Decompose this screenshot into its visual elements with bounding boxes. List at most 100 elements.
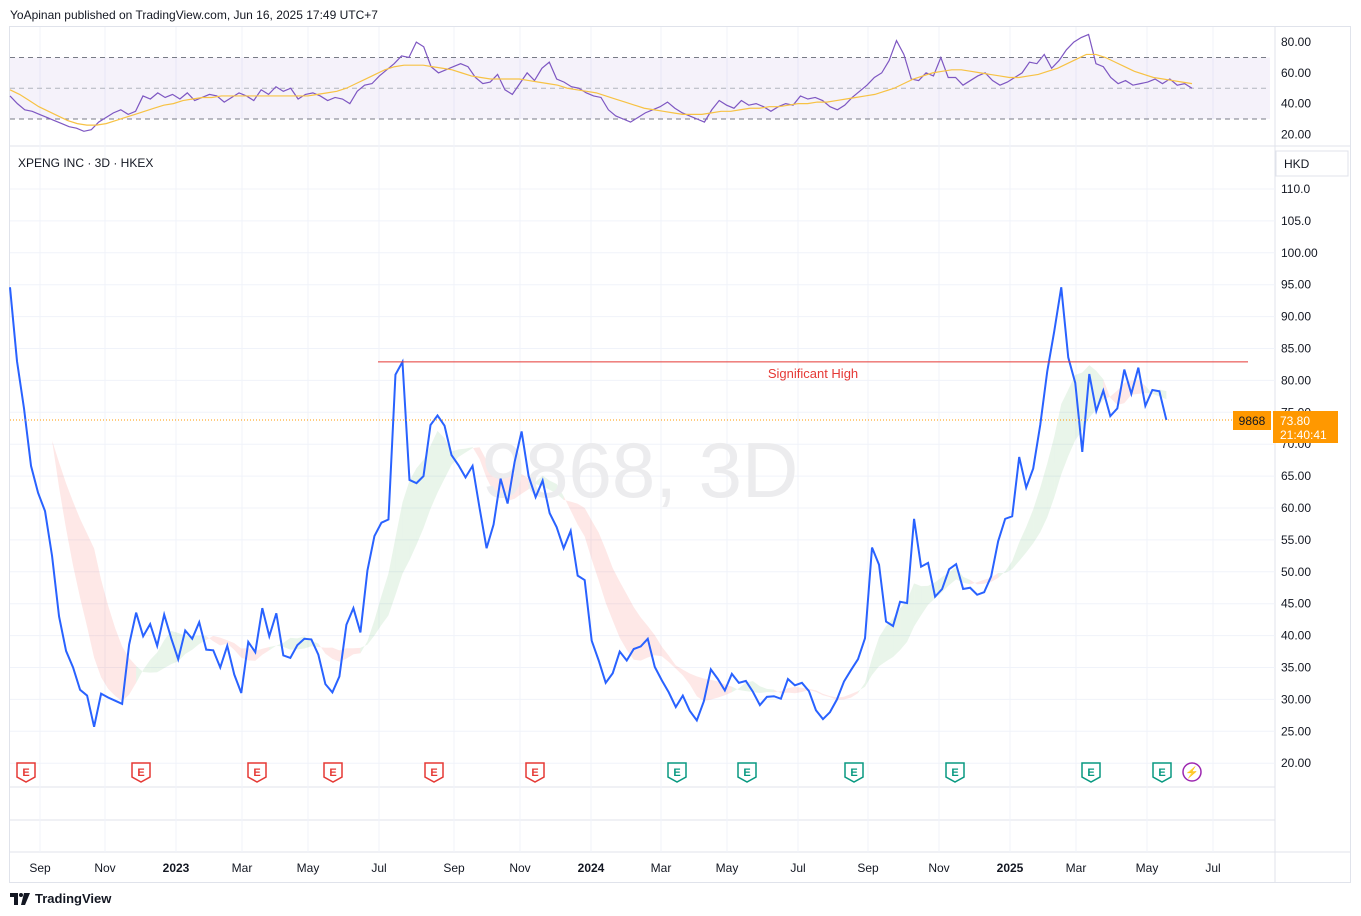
ribbon-segment [843, 694, 851, 700]
ribbon-segment [570, 501, 578, 525]
ribbon-segment [858, 682, 866, 694]
ribbon-segment [220, 637, 228, 646]
ribbon-segment [1033, 487, 1041, 544]
x-tick-label: Nov [509, 861, 530, 875]
earnings-marker-label: E [743, 767, 750, 779]
earnings-marker-label: E [430, 767, 437, 779]
ribbon-segment [1026, 509, 1034, 553]
chart-frame [9, 26, 1351, 883]
ribbon-segment [991, 572, 999, 582]
ribbon-segment [752, 681, 760, 693]
y-tick-label: 40.00 [1281, 629, 1311, 643]
ribbon-segment [584, 508, 592, 560]
ribbon-segment [1019, 527, 1027, 561]
earnings-markers[interactable]: E E E E E E E E E E E E ⚡ [16, 762, 1202, 783]
ribbon-segment [472, 447, 480, 459]
ribbon-segment [1047, 436, 1055, 518]
ribbon-segment [115, 628, 123, 702]
rsi-y-tick-label: 80.00 [1281, 35, 1311, 49]
x-tick-label: May [297, 861, 320, 875]
ribbon-segment [605, 549, 613, 621]
ribbon-segment [1075, 372, 1083, 441]
ribbon-segment [108, 605, 116, 696]
earnings-marker-icon [16, 762, 36, 783]
price-tag [1273, 411, 1338, 443]
ribbon-segment [829, 696, 837, 701]
x-tick-label: Jul [1205, 861, 1220, 875]
ribbon-segment [1012, 542, 1020, 570]
y-tick-label: 90.00 [1281, 310, 1311, 324]
ribbon-segment [157, 640, 165, 673]
ribbon-segment [332, 647, 340, 662]
ribbon-segment [598, 532, 606, 603]
ribbon-segment [381, 573, 389, 626]
y-tick-label: 55.00 [1281, 533, 1311, 547]
symbol-tag-label: 9868 [1239, 414, 1266, 428]
ribbon-segment [346, 648, 354, 659]
ribbon-segment [591, 520, 599, 581]
ribbon-segment [549, 480, 557, 494]
ribbon-segment [1096, 370, 1104, 410]
x-tick-label: 2023 [163, 861, 190, 875]
ribbon-segment [675, 665, 683, 676]
ribbon-segment [1110, 390, 1118, 406]
ribbon-segment [416, 459, 424, 545]
ribbon-segment [234, 643, 242, 658]
ribbon-segment [521, 473, 529, 494]
ribbon-segment [402, 480, 410, 574]
ribbon-segment [437, 430, 445, 493]
ribbon-segment [731, 686, 739, 693]
rsi-ma-line [9, 53, 1193, 126]
ribbon-segment [101, 579, 109, 689]
resistance: Significant High [378, 361, 1248, 381]
earnings-marker-icon [323, 762, 343, 783]
chart-title: XPENG INC · 3D · HKEX [18, 156, 153, 170]
y-tick-label: 110.0 [1281, 182, 1310, 196]
ribbon-segment [1054, 404, 1062, 498]
y-tick-label: 20.00 [1281, 756, 1311, 770]
currency-label: HKD [1284, 157, 1310, 171]
earnings-upcoming-label: ⚡ [1185, 766, 1199, 779]
earnings-marker-label: E [329, 767, 336, 779]
earnings-marker-label: E [673, 767, 680, 779]
ribbon-segment [458, 448, 466, 457]
ribbon-segment [717, 681, 725, 698]
ribbon-segment [577, 503, 585, 537]
ribbon-segment [213, 635, 221, 646]
ribbon-segment [24, 352, 32, 381]
y-tick-label: 50.00 [1281, 565, 1311, 579]
ribbon-segment [269, 645, 277, 651]
ribbon-segment [283, 637, 291, 650]
y-tick-label: 85.00 [1281, 342, 1311, 356]
ribbon-segment [998, 571, 1006, 578]
ribbon-segment [150, 652, 158, 673]
ribbon-segment [192, 635, 200, 650]
x-tick-label: Mar [651, 861, 672, 875]
ribbon-segment [73, 501, 81, 598]
ribbon-segment [1061, 389, 1069, 475]
grid [10, 27, 1275, 852]
tradingview-footer[interactable]: TradingView [10, 891, 111, 906]
y-tick-label: 65.00 [1281, 469, 1311, 483]
earnings-upcoming-icon [1182, 762, 1202, 782]
ribbon-segment [479, 447, 487, 478]
tradingview-brand: TradingView [35, 891, 112, 906]
ribbon-segment [773, 689, 781, 694]
currency-box[interactable] [1275, 150, 1349, 177]
y-tick-label: 45.00 [1281, 597, 1311, 611]
earnings-marker-label: E [850, 767, 857, 779]
ribbon-segment [87, 533, 95, 658]
ribbon-segment [318, 643, 326, 654]
ribbon-segment [626, 594, 634, 660]
ribbon-segment [66, 483, 74, 566]
earnings-marker-label: E [253, 767, 260, 779]
earnings-marker-label: E [137, 767, 144, 779]
x-tick-label: Mar [232, 861, 253, 875]
ribbon-segment [514, 473, 522, 499]
ribbon-segment [710, 679, 718, 700]
earnings-marker-icon [945, 762, 965, 783]
ribbon-segment [129, 658, 137, 695]
x-tick-label: Sep [29, 861, 51, 875]
y-tick-label: 30.00 [1281, 692, 1311, 706]
